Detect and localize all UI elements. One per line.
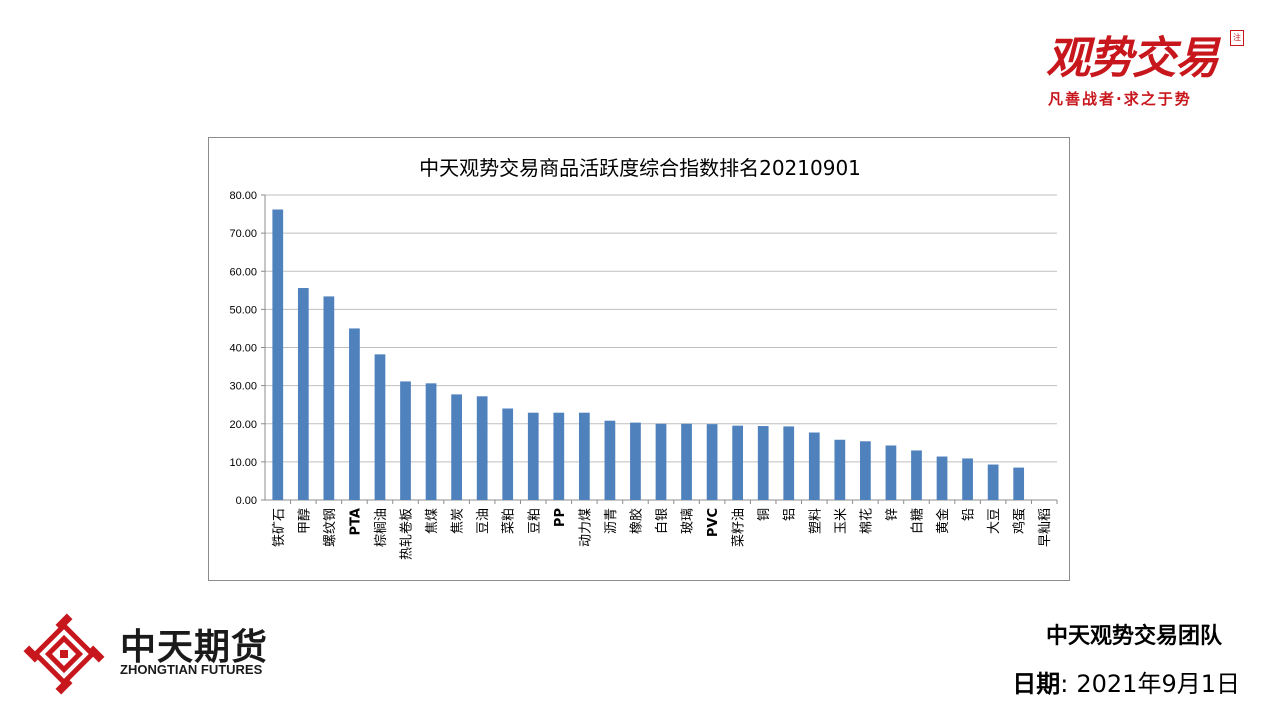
- date-value: 2021年9月1日: [1076, 670, 1240, 698]
- bar-26: [936, 456, 948, 500]
- bar-5: [400, 381, 411, 500]
- y-tick-label: 0.00: [236, 495, 257, 507]
- x-tick-label: 菜籽油: [732, 508, 747, 547]
- x-tick-label: 玻璃: [681, 508, 696, 534]
- chart-title: 中天观势交易商品活跃度综合指数排名20210901: [419, 156, 861, 180]
- brand-seal: 注: [1230, 30, 1244, 46]
- bar-23: [860, 441, 871, 500]
- x-tick-label: 黄金: [935, 508, 951, 534]
- x-tick-label: 动力煤: [578, 508, 593, 547]
- bar-16: [681, 423, 692, 500]
- x-tick-label: 早籼稻: [1038, 508, 1053, 547]
- x-tick-label: 豆油: [476, 508, 491, 534]
- y-tick-label: 70.00: [229, 228, 257, 240]
- x-tick-label: 甲醇: [296, 508, 312, 534]
- bar-12: [578, 412, 590, 500]
- x-tick-label: 菜粕: [502, 508, 517, 534]
- brand-title: 观势交易: [1046, 33, 1219, 84]
- bar-3: [349, 328, 360, 500]
- bar-17: [706, 424, 718, 500]
- bar-18: [732, 425, 744, 500]
- company-name-cn: 中天期货: [120, 627, 269, 668]
- x-tick-label: 棕榈油: [374, 508, 389, 547]
- x-tick-label: 铅: [962, 508, 977, 521]
- x-tick-label: 白糖: [909, 508, 925, 534]
- y-tick-label: 10.00: [229, 457, 257, 469]
- x-tick-label: 焦煤: [425, 508, 440, 534]
- company-mark-icon: [23, 613, 105, 695]
- bar-25: [911, 450, 922, 500]
- bar-29: [1013, 467, 1025, 500]
- bar-2: [323, 296, 335, 500]
- y-tick-label: 60.00: [229, 266, 257, 278]
- x-tick-label: PP: [553, 508, 568, 527]
- brand-slogan: 凡善战者·求之于势: [1048, 90, 1192, 108]
- bar-24: [885, 445, 897, 500]
- y-axis-ticks: 0.00 10.00 20.00 30.00 40.00 50.00 60.00 70.00 8…: [229, 190, 257, 507]
- bar-1: [297, 288, 309, 500]
- date-line: 日期: 2021年9月1日: [1012, 664, 1240, 699]
- brand-logo: 观势交易 注 凡善战者·求之于势: [1040, 22, 1250, 112]
- x-tick-label: 塑料: [808, 508, 823, 534]
- bar-21: [808, 432, 820, 500]
- bar-9: [502, 408, 514, 500]
- team-name: 中天观势交易团队: [1045, 624, 1222, 649]
- x-tick-label: 白银: [654, 508, 670, 534]
- y-tick-label: 20.00: [229, 419, 257, 431]
- x-tick-label: 棉花: [858, 508, 874, 534]
- x-axis-ticks: 铁矿石 甲醇 螺纹钢 PTA 棕榈油 热轧卷板 焦煤 焦炭 豆油 菜粕 豆粕 PP 动力煤 沥青 橡胶 白银玻…: [272, 500, 1058, 560]
- bar-28: [987, 464, 999, 500]
- x-tick-label: 铁矿石: [272, 508, 287, 547]
- bar-20: [783, 426, 795, 500]
- bars: [272, 209, 1025, 501]
- bar-22: [834, 439, 846, 500]
- bar-19: [757, 426, 769, 500]
- x-tick-label: 铝: [783, 508, 798, 521]
- bar-7: [451, 394, 462, 500]
- x-tick-label: 热轧卷板: [399, 508, 415, 560]
- bar-27: [962, 458, 973, 500]
- bar-8: [476, 396, 488, 500]
- bar-14: [630, 422, 641, 500]
- bar-10: [527, 412, 539, 500]
- chart-container: 中天观势交易商品活跃度综合指数排名20210901 0.00 10.00 20.00…: [208, 137, 1070, 581]
- y-tick-label: 80.00: [229, 190, 257, 202]
- x-tick-label: 豆粕: [527, 508, 542, 534]
- y-tick-label: 50.00: [229, 304, 257, 316]
- bar-15: [655, 423, 667, 500]
- x-tick-label: 沥青: [604, 508, 619, 534]
- x-tick-label: 玉米: [834, 508, 849, 534]
- bar-4: [374, 354, 386, 500]
- x-tick-label: 鸡蛋: [1012, 508, 1028, 534]
- x-tick-label: PVC: [706, 508, 721, 537]
- x-tick-label: 铜: [757, 508, 772, 521]
- x-tick-label: 橡胶: [628, 508, 644, 534]
- bar-0: [272, 209, 284, 501]
- company-name-en: ZHONGTIAN FUTURES: [120, 662, 263, 677]
- date-label: 日期: [1012, 670, 1061, 698]
- y-tick-label: 30.00: [229, 381, 257, 393]
- x-tick-label: 大豆: [987, 508, 1002, 534]
- bar-6: [425, 383, 437, 500]
- x-tick-label: 焦炭: [451, 508, 466, 534]
- company-logo: 中天期货 ZHONGTIAN FUTURES: [22, 612, 282, 698]
- x-tick-label: 螺纹钢: [323, 508, 338, 547]
- x-tick-label: 锌: [885, 508, 900, 521]
- bar-13: [604, 420, 616, 500]
- bar-chart: 中天观势交易商品活跃度综合指数排名20210901 0.00 10.00 20.00…: [229, 156, 1058, 560]
- y-tick-label: 40.00: [229, 343, 257, 355]
- bar-11: [553, 412, 565, 500]
- date-separator: :: [1060, 670, 1069, 698]
- x-tick-label: PTA: [348, 508, 363, 535]
